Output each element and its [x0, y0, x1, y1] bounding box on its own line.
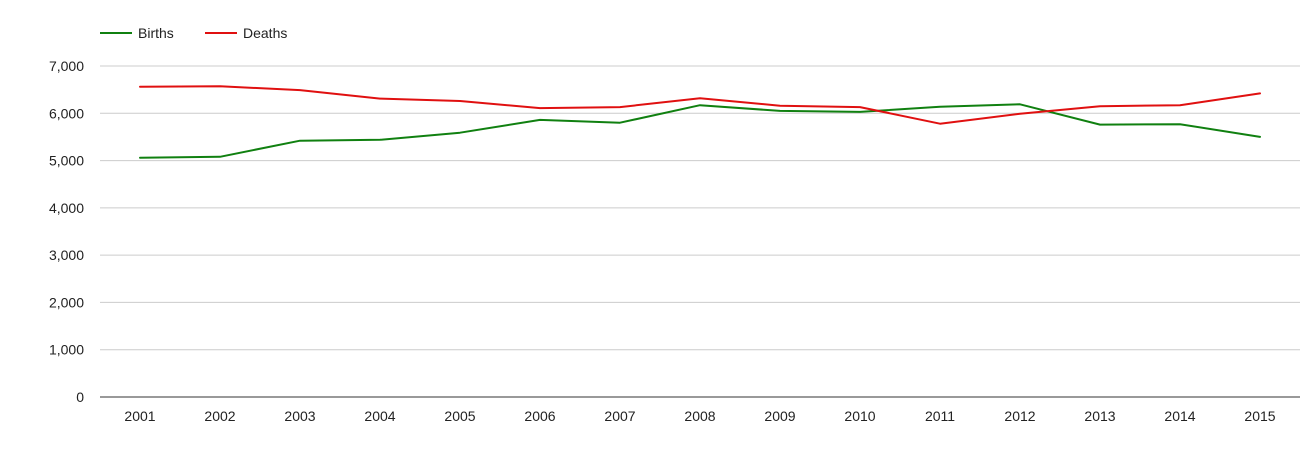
- y-axis-ticks: 0 1,000 2,000 3,000 4,000 5,000 6,000 7,000: [49, 58, 84, 405]
- x-tick-label: 2011: [925, 408, 955, 424]
- series-line-deaths[interactable]: [139, 85, 1261, 125]
- series-line-births[interactable]: [139, 103, 1261, 159]
- x-tick-label: 2005: [444, 408, 475, 424]
- x-tick-label: 2006: [524, 408, 555, 424]
- x-tick-label: 2009: [764, 408, 795, 424]
- x-tick-label: 2013: [1084, 408, 1115, 424]
- y-tick-label: 7,000: [49, 58, 84, 74]
- y-tick-label: 1,000: [49, 342, 84, 358]
- legend-item-births[interactable]: Births: [100, 25, 174, 41]
- y-tick-label: 2,000: [49, 294, 84, 310]
- gridlines: [100, 65, 1300, 398]
- x-tick-label: 2007: [604, 408, 635, 424]
- x-tick-label: 2004: [364, 408, 395, 424]
- legend: Births Deaths: [100, 25, 287, 41]
- legend-label-deaths: Deaths: [243, 25, 287, 41]
- x-tick-label: 2008: [684, 408, 715, 424]
- x-tick-label: 2014: [1164, 408, 1195, 424]
- y-tick-label: 5,000: [49, 153, 84, 169]
- legend-item-deaths[interactable]: Deaths: [205, 25, 287, 41]
- x-tick-label: 2010: [844, 408, 875, 424]
- y-tick-label: 0: [76, 389, 84, 405]
- y-tick-label: 4,000: [49, 200, 84, 216]
- series-lines: [139, 85, 1261, 159]
- y-tick-label: 3,000: [49, 247, 84, 263]
- legend-label-births: Births: [138, 25, 174, 41]
- x-tick-label: 2003: [284, 408, 315, 424]
- x-tick-label: 2001: [124, 408, 155, 424]
- x-tick-label: 2012: [1004, 408, 1035, 424]
- x-tick-label: 2002: [204, 408, 235, 424]
- x-tick-label: 2015: [1244, 408, 1275, 424]
- x-axis-ticks: 2001 2002 2003 2004 2005 2006 2007 2008 2009 2010…: [124, 408, 1275, 424]
- y-tick-label: 6,000: [49, 105, 84, 121]
